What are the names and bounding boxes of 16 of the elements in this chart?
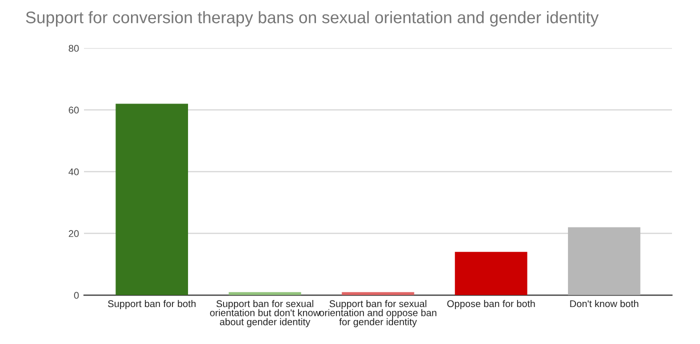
bar (568, 227, 640, 296)
chart-title: Support for conversion therapy bans on sexual orientation and gender identity (26, 11, 599, 27)
y-tick-label: 20 (68, 230, 79, 238)
x-tick-label: Support ban for sexual orientation and oppose ban for gender identity (319, 300, 436, 328)
bar (116, 104, 188, 296)
y-tick-label: 80 (68, 44, 79, 52)
x-tick-label: Support ban for both (108, 300, 196, 310)
bar (342, 292, 414, 296)
y-tick-label: 40 (68, 168, 79, 176)
x-tick-label: Support ban for sexual orientation but don't know about gender identity (210, 300, 320, 328)
y-tick-label: 0 (74, 292, 79, 299)
x-tick-label: Don't know both (570, 300, 638, 308)
y-tick-label: 60 (68, 106, 79, 114)
x-tick-label: Oppose ban for both (447, 300, 535, 310)
bar (228, 292, 302, 296)
bar (454, 252, 528, 296)
